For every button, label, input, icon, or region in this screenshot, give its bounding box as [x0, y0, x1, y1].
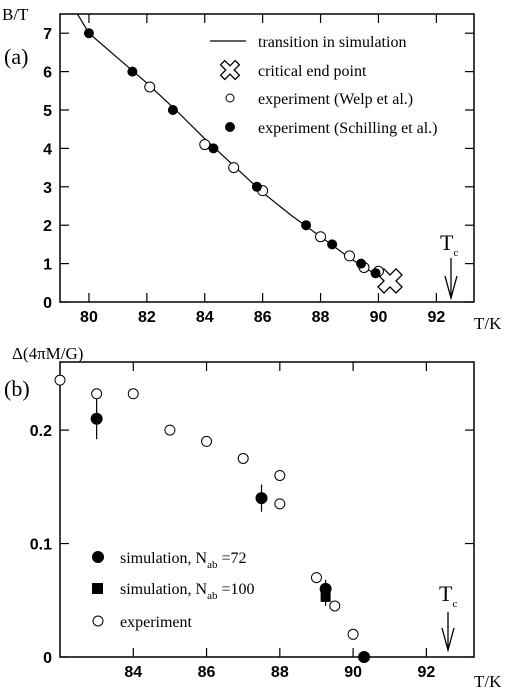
- panel-b-tc-arrow-head: [441, 627, 455, 653]
- panel-b-open-point: [329, 600, 341, 612]
- panel-a-open-point: [228, 162, 240, 174]
- panel-b-filled-point: [90, 412, 103, 425]
- legend-sim100-swatch: [92, 583, 103, 594]
- panel-b-open-point: [310, 572, 322, 584]
- panel-a-filled-point: [301, 220, 312, 231]
- panel-b-open-point: [201, 435, 213, 447]
- panel-a: 80 82 84 86 88 90 92 0 1 2 3 4 5 6 7 B/T T/K (a) Tc tr…: [2, 5, 502, 333]
- legend-experiment-label: experiment: [120, 614, 193, 631]
- panel-b-y-tick-label: 0: [43, 650, 52, 667]
- panel-a-filled-point: [167, 105, 178, 115]
- panel-a-open-point: [144, 81, 156, 93]
- panel-b-open-point: [237, 452, 249, 464]
- panel-a-x-tick-label: 90: [370, 309, 388, 326]
- panel-a-x-tick-label: 86: [254, 309, 272, 326]
- panel-b-square-point: [320, 591, 331, 602]
- legend-open-circle-label: experiment (Welp et al.): [258, 91, 413, 108]
- panel-a-y-axis-label: B/T: [2, 5, 29, 24]
- panel-a-x-tick-label: 84: [196, 309, 214, 326]
- panel-b-x-tick-label: 84: [124, 664, 142, 681]
- panel-b-x-tick-label: 92: [417, 664, 435, 681]
- panel-a-open-point: [344, 250, 356, 262]
- panel-a-filled-point: [370, 268, 381, 279]
- legend-cross-swatch: [219, 59, 241, 81]
- panel-b-open-point: [91, 388, 103, 400]
- panel-a-x-tick-label: 88: [312, 309, 330, 326]
- panel-a-legend: transition in simulation critical end po…: [210, 34, 438, 137]
- legend-cross-label: critical end point: [258, 63, 367, 80]
- panel-a-filled-point: [251, 181, 262, 192]
- panel-b-filled-point: [255, 492, 268, 505]
- panel-a-filled-point: [356, 258, 367, 269]
- panel-a-tc-marker: Tc: [440, 230, 458, 301]
- legend-filled-circle-swatch: [225, 122, 235, 132]
- panel-b-open-point: [274, 469, 286, 481]
- panel-b-x-tick-label: 88: [271, 664, 289, 681]
- panel-a-critical-end-point: [377, 267, 403, 294]
- panel-a-y-tick-label: 6: [43, 65, 52, 82]
- panel-b-open-point: [164, 424, 176, 436]
- panel-a-tc-arrow-head: [444, 275, 458, 301]
- legend-filled-circle-label: experiment (Schilling et al.): [258, 120, 438, 137]
- legend-experiment-swatch: [92, 615, 104, 627]
- panel-a-y-tick-label: 0: [43, 295, 52, 312]
- panel-a-filled-point: [208, 143, 219, 154]
- legend-open-circle-swatch: [225, 93, 235, 103]
- panel-a-y-tick-label: 7: [43, 26, 52, 43]
- panel-b-y-tick-label: 0.1: [30, 537, 52, 554]
- panel-a-y-tick-label: 2: [43, 218, 52, 235]
- panel-b-x-tick-label: 86: [198, 664, 216, 681]
- panel-a-x-tick-label: 92: [427, 309, 445, 326]
- panel-a-label: (a): [4, 44, 28, 69]
- panel-b-legend: simulation, Nab =72 simulation, Nab =100…: [92, 550, 255, 631]
- panel-a-y-tick-label: 4: [43, 141, 52, 158]
- panel-a-x-tick-label: 80: [80, 309, 98, 326]
- panel-b-label: (b): [4, 376, 30, 401]
- panel-b-tc-marker: Tc: [439, 581, 457, 653]
- panel-a-marks: [76, 14, 403, 294]
- panel-a-x-tick-label: 82: [138, 309, 156, 326]
- panel-a-tc-label: Tc: [440, 230, 458, 259]
- panel-b-ticks: 84 86 88 90 92 0 0.1 0.2: [30, 362, 474, 681]
- legend-sim72-swatch: [92, 551, 104, 563]
- panel-a-filled-point: [127, 66, 138, 77]
- panel-b: 84 86 88 90 92 0 0.1 0.2 Δ(4πM/G) T/K (b) Tc si…: [4, 344, 502, 691]
- legend-sim100-label: simulation, Nab =100: [120, 581, 255, 602]
- legend-sim72-label: simulation, Nab =72: [120, 550, 247, 571]
- panel-b-open-point: [274, 498, 286, 510]
- panel-b-x-axis-label: T/K: [474, 672, 502, 691]
- panel-b-marks: [54, 374, 371, 663]
- panel-b-open-point: [54, 374, 66, 386]
- panel-a-frame: [59, 13, 475, 303]
- panel-a-y-tick-label: 3: [43, 180, 52, 197]
- panel-a-open-point: [315, 231, 327, 243]
- legend-line-label: transition in simulation: [258, 34, 406, 51]
- panel-a-filled-point: [83, 28, 94, 39]
- panel-a-ticks: 80 82 84 86 88 90 92 0 1 2 3 4 5 6 7: [43, 14, 474, 326]
- panel-a-y-tick-label: 5: [43, 103, 52, 120]
- panel-b-frame: [59, 361, 475, 658]
- panel-b-filled-point: [358, 651, 371, 663]
- panel-b-y-tick-label: 0.2: [30, 423, 52, 440]
- panel-b-tc-label: Tc: [439, 581, 457, 610]
- panel-b-open-point: [347, 628, 359, 640]
- panel-b-x-tick-label: 90: [344, 664, 362, 681]
- panel-b-open-point: [127, 388, 139, 400]
- panel-a-open-point: [199, 139, 211, 151]
- panel-a-x-axis-label: T/K: [474, 314, 502, 333]
- panel-a-y-tick-label: 1: [43, 257, 52, 274]
- panel-a-filled-point: [327, 239, 338, 250]
- panel-b-y-axis-label: Δ(4πM/G): [12, 344, 83, 363]
- panel-a-series-line: [76, 14, 391, 282]
